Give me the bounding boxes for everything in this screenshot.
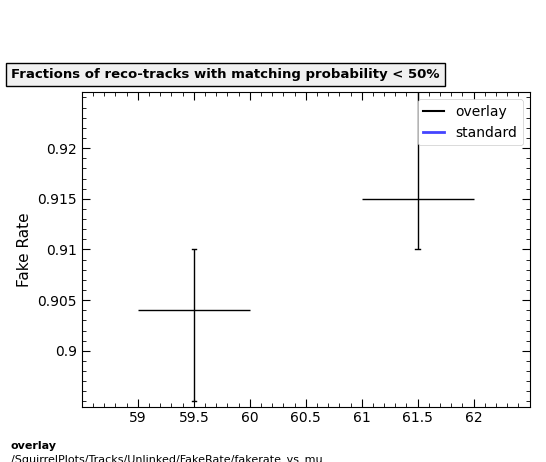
Text: overlay: overlay <box>11 441 57 451</box>
Text: /SquirrelPlots/Tracks/Unlinked/FakeRate/fakerate_vs_mu: /SquirrelPlots/Tracks/Unlinked/FakeRate/… <box>11 454 323 462</box>
Y-axis label: Fake Rate: Fake Rate <box>17 212 32 287</box>
Text: Fractions of reco-tracks with matching probability < 50%: Fractions of reco-tracks with matching p… <box>11 68 440 81</box>
Legend: overlay, standard: overlay, standard <box>418 99 523 146</box>
